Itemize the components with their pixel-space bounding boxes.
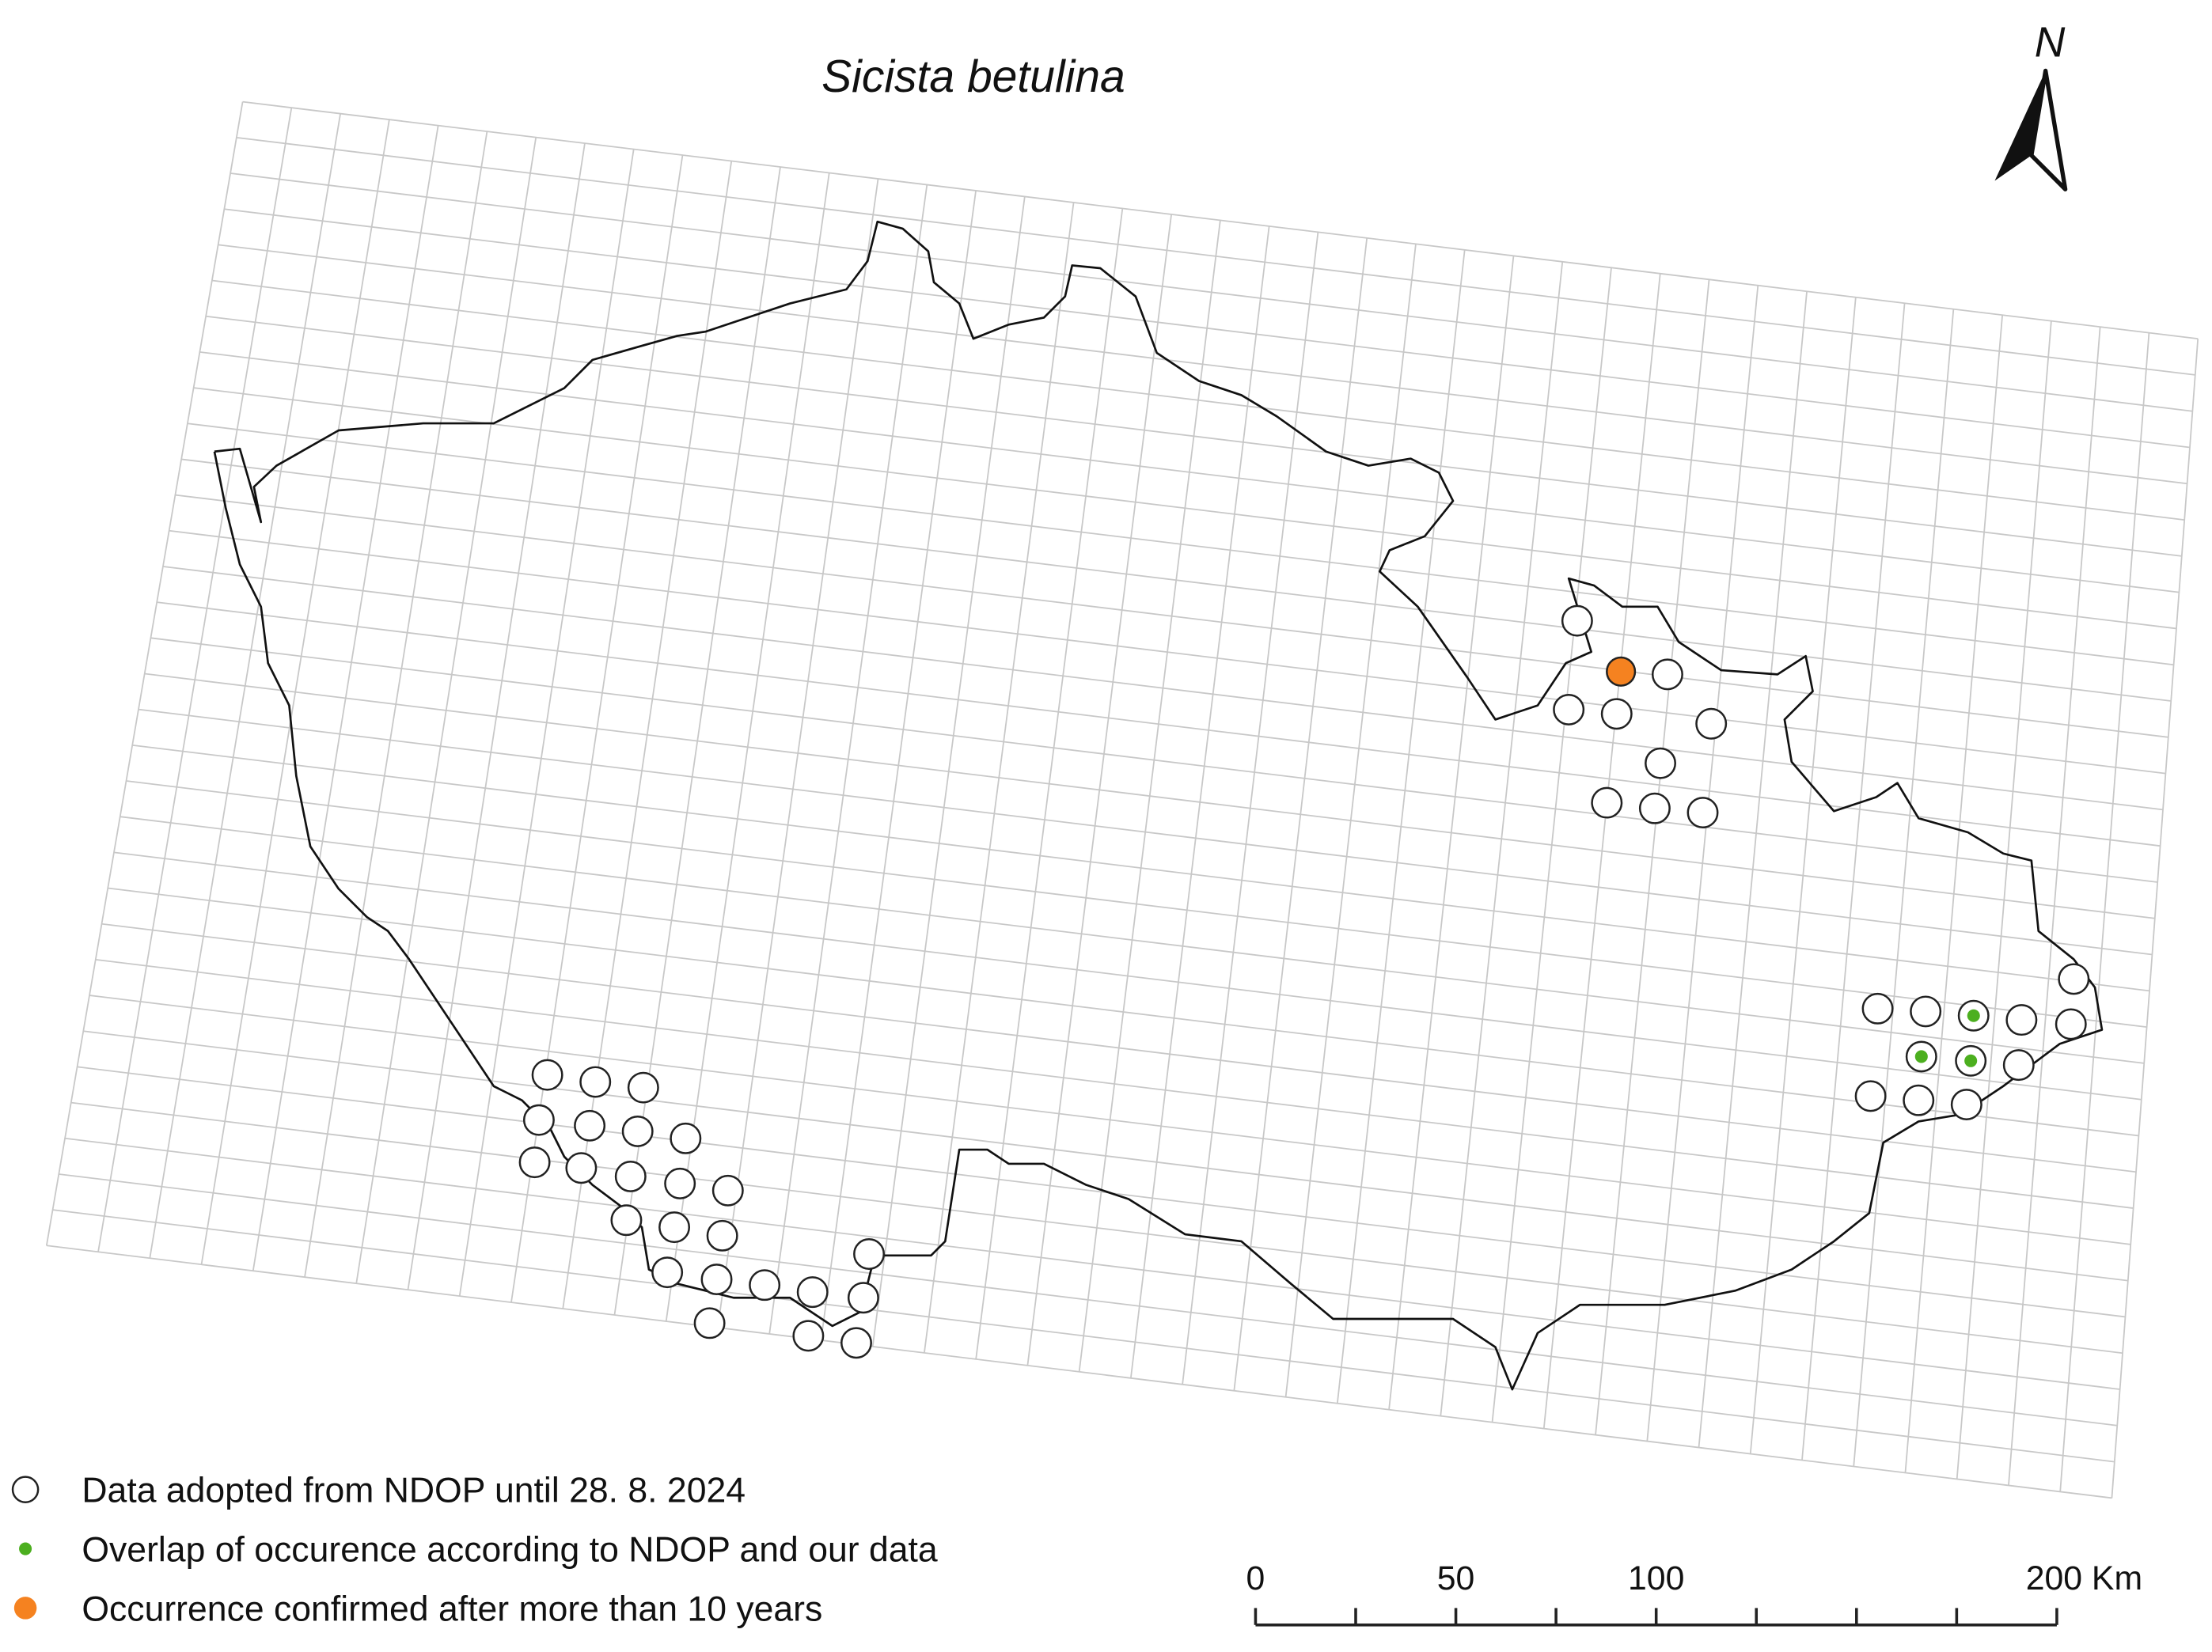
site: [664, 1167, 696, 1199]
grid-line: [77, 1066, 2126, 1318]
map-title: Sicista betulina: [821, 51, 1125, 102]
scale-label: 50: [1437, 1559, 1475, 1597]
grid-line: [70, 1101, 2123, 1355]
grid-line: [52, 1209, 2115, 1463]
site: [1854, 1080, 1887, 1112]
legend-symbol-confirmed: [13, 1597, 37, 1620]
site: [1638, 792, 1671, 824]
site: [749, 1269, 781, 1302]
grid-line: [157, 601, 2161, 847]
grid-line: [218, 244, 2187, 485]
grid-line: [108, 887, 2139, 1137]
grid-line: [199, 351, 2180, 593]
sites: [518, 604, 2090, 1359]
site-overlap: [1914, 1050, 1928, 1063]
site: [796, 1276, 829, 1309]
grid-line: [113, 851, 2142, 1101]
grid-line: [101, 923, 2137, 1173]
legend-symbol-overlap: [19, 1542, 32, 1555]
grid-line: [242, 100, 2199, 340]
grid-line: [138, 708, 2153, 956]
grid-line: [95, 959, 2134, 1209]
site: [847, 1282, 879, 1314]
grid-line: [236, 136, 2195, 376]
site: [531, 1059, 563, 1091]
grid: [45, 100, 2199, 1499]
site: [706, 1219, 738, 1252]
site: [840, 1327, 872, 1359]
site: [670, 1122, 702, 1154]
site: [1553, 693, 1585, 726]
site: [1651, 658, 1683, 691]
grid-line: [89, 995, 2131, 1245]
site: [853, 1238, 885, 1270]
site: [1600, 698, 1633, 730]
site-overlap: [1964, 1054, 1978, 1067]
site: [518, 1146, 551, 1179]
grid-line: [150, 637, 2158, 883]
site: [1861, 992, 1894, 1025]
scale-bar: 0 50 100 200 Km: [1246, 1559, 2142, 1627]
site: [1687, 797, 1719, 829]
grid-line: [181, 458, 2172, 702]
site: [700, 1264, 733, 1296]
site: [1903, 1084, 1935, 1116]
site: [574, 1109, 606, 1142]
north-arrow-right: [2029, 68, 2068, 191]
site: [627, 1071, 659, 1104]
grid-line: [83, 1030, 2128, 1282]
grid-line: [64, 1137, 2120, 1390]
country-border: [213, 220, 2104, 1391]
grid-line: [46, 1245, 2112, 1499]
site: [522, 1104, 555, 1136]
site-confirmed: [1606, 656, 1637, 687]
site: [579, 1066, 612, 1098]
site: [792, 1320, 825, 1352]
site: [1591, 786, 1623, 819]
grid-line: [162, 566, 2164, 811]
scale-label: 0: [1246, 1559, 1265, 1597]
site: [658, 1211, 691, 1244]
site: [2055, 1008, 2087, 1040]
site: [1645, 747, 1676, 779]
legend-symbol-ndop: [11, 1476, 40, 1503]
grid-line: [169, 529, 2166, 775]
legend: Data adopted from NDOP until 28. 8. 2024…: [11, 1472, 938, 1628]
grid-line: [120, 816, 2145, 1064]
north-label: N: [2035, 20, 2066, 66]
grid-line: [206, 315, 2182, 557]
grid-line: [193, 387, 2177, 630]
grid-line: [126, 780, 2147, 1029]
legend-label: Occurrence confirmed after more than 10 …: [82, 1589, 822, 1628]
grid-line: [224, 208, 2191, 449]
grid-line: [230, 172, 2193, 412]
site: [565, 1152, 598, 1184]
site: [621, 1115, 654, 1147]
scale-label: 200 Km: [2026, 1559, 2142, 1597]
site: [1695, 707, 1728, 740]
site: [1561, 604, 1593, 637]
site: [614, 1160, 647, 1192]
grid-line: [144, 673, 2155, 919]
grid-line: [132, 744, 2150, 992]
site: [1910, 995, 1942, 1028]
legend-label: Overlap of occurence according to NDOP a…: [82, 1531, 938, 1570]
site: [2005, 1004, 2038, 1036]
grid-line: [175, 494, 2168, 738]
legend-label: Data adopted from NDOP until 28. 8. 2024: [82, 1472, 746, 1510]
site: [711, 1174, 744, 1207]
site: [693, 1307, 726, 1339]
grid-line: [211, 279, 2185, 521]
north-arrow: N: [1994, 20, 2068, 191]
site-overlap: [1967, 1009, 1980, 1022]
site: [610, 1204, 643, 1237]
site: [651, 1256, 684, 1289]
grid-line: [187, 422, 2174, 666]
site: [2058, 963, 2090, 995]
site: [2002, 1049, 2035, 1082]
site: [1950, 1089, 1982, 1121]
grid-line: [59, 1173, 2118, 1427]
scale-label: 100: [1628, 1559, 1684, 1597]
